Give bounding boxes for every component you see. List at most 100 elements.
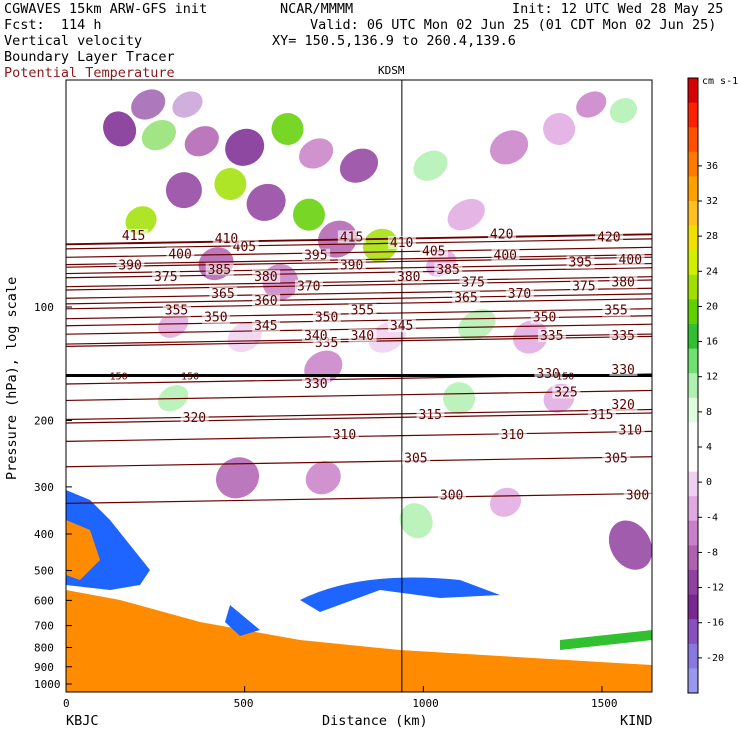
theta-contour-label: 375 <box>154 270 177 285</box>
vertical-velocity-cell <box>609 98 637 124</box>
colorbar-label: 20 <box>706 301 718 312</box>
vertical-velocity-cell <box>608 520 652 570</box>
theta-label-bg <box>162 303 191 317</box>
theta-contour-label: 390 <box>340 259 363 274</box>
theta-label-bg <box>252 269 281 283</box>
colorbar-label: -8 <box>706 547 718 558</box>
y-tick-label: 600 <box>34 594 54 607</box>
theta-contour-label: 380 <box>397 270 420 285</box>
theta-contour-label: 405 <box>422 244 445 259</box>
colorbar-frame <box>687 77 699 694</box>
x-tick-label: 0 <box>63 697 70 710</box>
y-tick-label: 800 <box>34 641 54 654</box>
theta-contour-label: 370 <box>508 287 531 302</box>
colorbar-swatch <box>688 225 698 251</box>
station-marker-label: KDSM <box>378 64 405 77</box>
theta-label-bg <box>348 329 377 343</box>
theta-contour-label: 375 <box>572 280 595 295</box>
vertical-velocity-cell <box>214 168 247 201</box>
axes: 0 500 1000 1500 100 200 300 400 500 600 700 800 900 1… <box>34 301 617 710</box>
x-tick-label: 1500 <box>591 697 618 710</box>
colorbar-swatch <box>688 619 698 645</box>
theta-contour-label: 355 <box>351 304 374 319</box>
colorbar-swatch <box>688 447 698 473</box>
theta-contour-label: 305 <box>604 452 627 467</box>
theta-contour <box>66 412 652 424</box>
theta-contour-label: 415 <box>122 229 145 244</box>
boundary-layer-tracer <box>66 490 652 692</box>
vertical-velocity-cell <box>339 148 379 183</box>
theta-label-bg <box>609 398 638 412</box>
vertical-velocity-cell <box>246 183 286 221</box>
colorbar-swatch <box>688 520 698 546</box>
theta-contour <box>66 276 652 288</box>
colorbar-swatch <box>688 545 698 571</box>
vertical-velocity-cell <box>158 311 189 338</box>
theta-label-bg <box>152 269 181 283</box>
theta-contour <box>66 279 652 291</box>
colorbar-swatch <box>688 78 698 104</box>
theta-contour-label: 400 <box>619 253 642 268</box>
theta-label-bg <box>416 408 445 422</box>
boundary-layer-blue-tongue <box>300 577 500 612</box>
theta-contour-label: 380 <box>254 270 277 285</box>
theta-label-bg <box>609 329 638 343</box>
theta-contour-label: 310 <box>333 428 356 443</box>
theta-label-bg <box>294 279 323 293</box>
colorbar-swatch <box>688 471 698 497</box>
theta-label-bg <box>302 329 331 343</box>
theta-contour <box>66 287 652 299</box>
theta-contour-label: 310 <box>501 428 524 443</box>
colorbar-swatch <box>688 250 698 276</box>
theta-label-bg <box>209 286 238 300</box>
vertical-velocity-cell <box>225 128 265 166</box>
vertical-velocity-cell <box>299 138 334 169</box>
theta-contour-label: 395 <box>569 256 592 271</box>
theta-contour-label: 330 <box>304 377 327 392</box>
theta-contour-label: 380 <box>611 275 634 290</box>
theta-contour-label: 350 <box>315 311 338 326</box>
theta-label-bg <box>180 410 209 424</box>
theta-contour-label: 360 <box>254 294 277 309</box>
y-tick-label: 500 <box>34 565 54 578</box>
theta-label-bg <box>252 293 281 307</box>
field-label-vertical-velocity: Vertical velocity <box>4 33 143 49</box>
theta-contour-label: 340 <box>351 329 374 344</box>
colorbar-label: -4 <box>706 512 718 523</box>
theta-contour-label: 350 <box>204 311 227 326</box>
boundary-layer-orange <box>66 590 652 692</box>
vertical-velocity-cell <box>165 172 202 209</box>
vertical-velocity-cell <box>141 119 176 151</box>
theta-label-bg <box>437 488 466 502</box>
theta-label-bg <box>602 451 631 465</box>
theta-label-bg <box>116 258 145 272</box>
theta-label-bg <box>505 286 534 300</box>
colorbar-label: -12 <box>706 583 724 594</box>
colorbar-swatch <box>688 643 698 669</box>
theta-label-bg <box>602 303 631 317</box>
theta-contour-label: 300 <box>440 488 463 503</box>
theta-contour-label: 400 <box>168 247 191 262</box>
theta-contour-label: 365 <box>211 287 234 302</box>
theta-label-bg <box>402 451 431 465</box>
theta-contour-label: 355 <box>165 304 188 319</box>
colorbar-swatch <box>688 496 698 522</box>
colorbar-swatch <box>688 102 698 128</box>
valid-time: Valid: 06 UTC Mon 02 Jun 25 (01 CDT Mon … <box>310 17 717 33</box>
y-tick-label: 700 <box>34 620 54 633</box>
theta-label-bg <box>587 408 616 422</box>
theta-contour-label: 420 <box>490 228 513 243</box>
theta-contour <box>66 246 652 258</box>
vertical-velocity-cell <box>172 91 203 118</box>
theta-contour-label: 390 <box>118 259 141 274</box>
vertical-velocity-cell <box>125 206 157 236</box>
forecast-hour: Fcst: 114 h <box>4 17 102 33</box>
theta-label-bg <box>337 258 366 272</box>
theta-contour <box>66 456 652 468</box>
y-tick-label: 1000 <box>34 678 61 691</box>
vertical-velocity-cell <box>512 320 549 354</box>
theta-label-bg <box>302 248 331 262</box>
theta-label-bg <box>623 488 652 502</box>
vertical-velocity-cell <box>305 461 341 495</box>
